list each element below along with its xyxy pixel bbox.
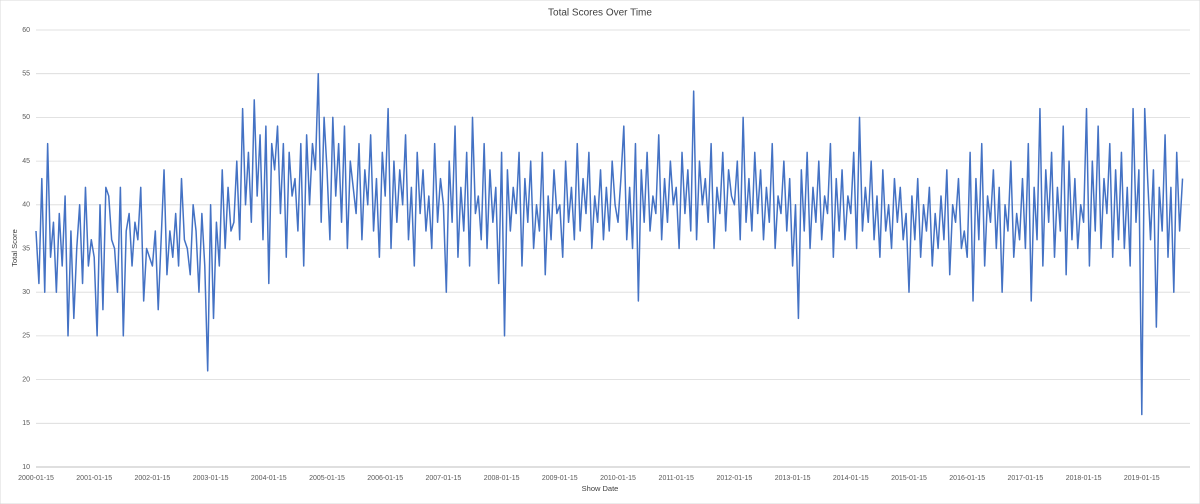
data-line	[35, 72, 1184, 416]
x-tick-label: 2005-01-15	[309, 475, 345, 482]
x-tick-label: 2017-01-15	[1007, 475, 1043, 482]
x-tick-label: 2014-01-15	[833, 475, 869, 482]
x-tick-label: 2008-01-15	[484, 475, 520, 482]
x-tick-label: 2016-01-15	[949, 475, 985, 482]
y-tick-label: 10	[22, 464, 30, 471]
chart-title: Total Scores Over Time	[548, 8, 652, 19]
y-tick-label: 50	[22, 114, 30, 121]
x-tick-label: 2006-01-15	[367, 475, 403, 482]
x-axis-title: Show Date	[582, 484, 619, 493]
y-tick-label: 15	[22, 420, 30, 427]
x-tick-label: 2003-01-15	[193, 475, 229, 482]
x-tick-label: 2015-01-15	[891, 475, 927, 482]
y-tick-label: 25	[22, 333, 30, 340]
x-tick-label: 2013-01-15	[775, 475, 811, 482]
y-tick-label: 30	[22, 289, 30, 296]
x-tick-label: 2011-01-15	[659, 475, 694, 482]
x-tick-label: 2004-01-15	[251, 475, 287, 482]
y-tick-label: 20	[22, 376, 30, 383]
x-tick-label: 2018-01-15	[1066, 475, 1102, 482]
x-tick-label: 2012-01-15	[716, 475, 752, 482]
x-tick-label: 2009-01-15	[542, 475, 578, 482]
x-tick-label: 2007-01-15	[425, 475, 461, 482]
y-tick-label: 55	[22, 71, 30, 78]
x-tick-label: 2001-01-15	[76, 475, 112, 482]
y-tick-label: 40	[22, 202, 30, 209]
x-tick-label: 2010-01-15	[600, 475, 636, 482]
y-tick-label: 45	[22, 158, 30, 165]
y-axis-title: Total Score	[10, 229, 19, 267]
x-tick-label: 2000-01-15	[18, 475, 54, 482]
x-tick-label: 2019-01-15	[1124, 475, 1160, 482]
x-tick-label: 2002-01-15	[134, 475, 170, 482]
y-tick-label: 35	[22, 245, 30, 252]
y-tick-label: 60	[22, 27, 30, 34]
